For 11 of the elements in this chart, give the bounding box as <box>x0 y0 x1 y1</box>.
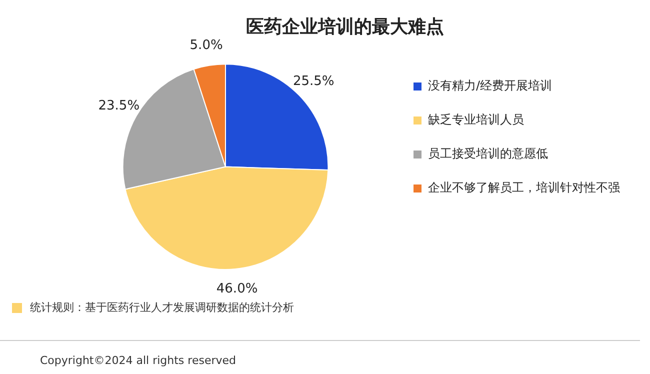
text: Copyright©2024 all rights reserved <box>40 354 236 367</box>
data-label: 23.5% <box>98 98 140 114</box>
legend-label: 企业不够了解员工，培训针对性不强 <box>428 180 620 195</box>
text: 统计规则：基于医药行业人才发展调研数据的统计分析 <box>30 300 294 315</box>
legend-label: 缺乏专业培训人员 <box>428 112 524 127</box>
data-label: 25.5% <box>292 74 334 89</box>
data-label: 46.0% <box>216 281 258 296</box>
legend-label: 没有精力/经费开展培训 <box>428 78 552 93</box>
legend-label: 员工接受培训的意愿低 <box>428 146 548 161</box>
chart-title: 医药企业培训的最大难点 <box>246 16 444 38</box>
data-label: 5.0% <box>190 38 223 53</box>
